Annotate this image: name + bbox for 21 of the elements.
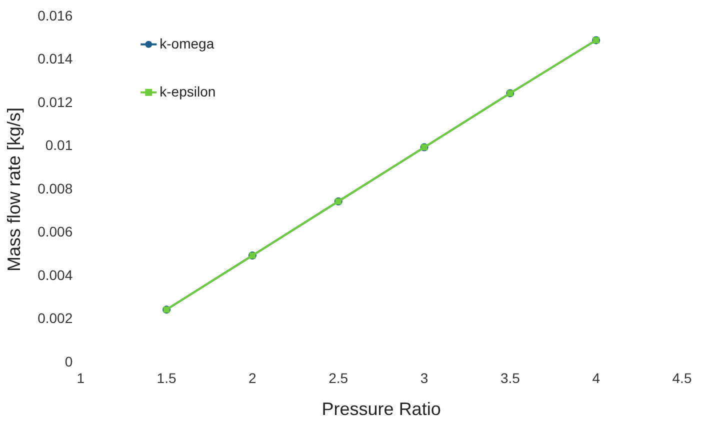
x-tick-label: 4.5: [672, 370, 692, 386]
y-tick-label: 0.008: [38, 180, 73, 196]
y-tick-label: 0.01: [45, 137, 73, 154]
x-tick-label: 3.5: [500, 370, 520, 386]
y-tick-label: 0.012: [38, 94, 73, 110]
x-tick-label: 1.5: [156, 370, 176, 386]
y-axis-title: Mass flow rate [kg/s]: [4, 107, 24, 272]
legend-label: k-omega: [160, 35, 214, 52]
x-tick-label: 1: [76, 370, 85, 386]
x-tick-label: 2.5: [328, 370, 348, 386]
x-axis-title: Pressure Ratio: [322, 399, 441, 420]
y-tick-label: 0: [64, 353, 73, 370]
x-tick-label: 3: [420, 370, 428, 386]
x-tick-label: 4: [592, 370, 600, 386]
y-tick-label: 0.016: [38, 7, 73, 24]
x-tick-label: 2: [248, 370, 257, 386]
y-tick-label: 0.006: [38, 224, 73, 240]
legend-label: k-epsilon: [160, 83, 216, 100]
y-tick-label: 0.014: [38, 50, 73, 67]
y-tick-label: 0.002: [38, 310, 73, 326]
y-tick-label: 0.004: [38, 266, 73, 283]
